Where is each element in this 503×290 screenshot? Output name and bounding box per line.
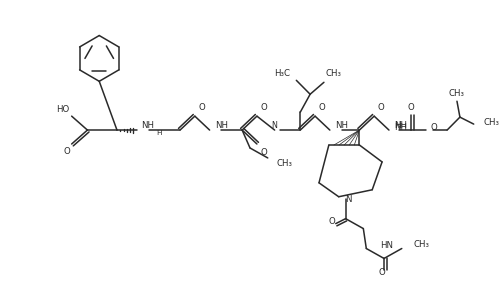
Text: H: H [394,121,400,130]
Text: CH₃: CH₃ [326,69,342,78]
Text: O: O [378,103,384,112]
Text: H: H [156,130,162,136]
Text: N: N [272,121,278,130]
Text: N: N [346,195,352,204]
Text: NH: NH [394,121,407,130]
Text: NH: NH [215,121,228,130]
Text: O: O [379,268,385,277]
Text: O: O [63,148,70,157]
Text: NH: NH [142,121,154,130]
Text: H₃C: H₃C [275,69,291,78]
Text: CH₃: CH₃ [449,89,465,98]
Text: HO: HO [56,105,69,114]
Text: NH: NH [335,121,348,130]
Text: O: O [198,103,205,112]
Text: CH₃: CH₃ [277,160,293,168]
Text: O: O [261,148,267,157]
Text: CH₃: CH₃ [413,240,430,249]
Text: O: O [328,217,335,226]
Text: O: O [407,103,414,112]
Text: O: O [261,103,267,112]
Text: NH: NH [394,123,407,132]
Text: HN: HN [380,241,393,250]
Text: O: O [318,103,325,112]
Text: CH₃: CH₃ [483,118,499,127]
Text: O: O [431,123,437,132]
